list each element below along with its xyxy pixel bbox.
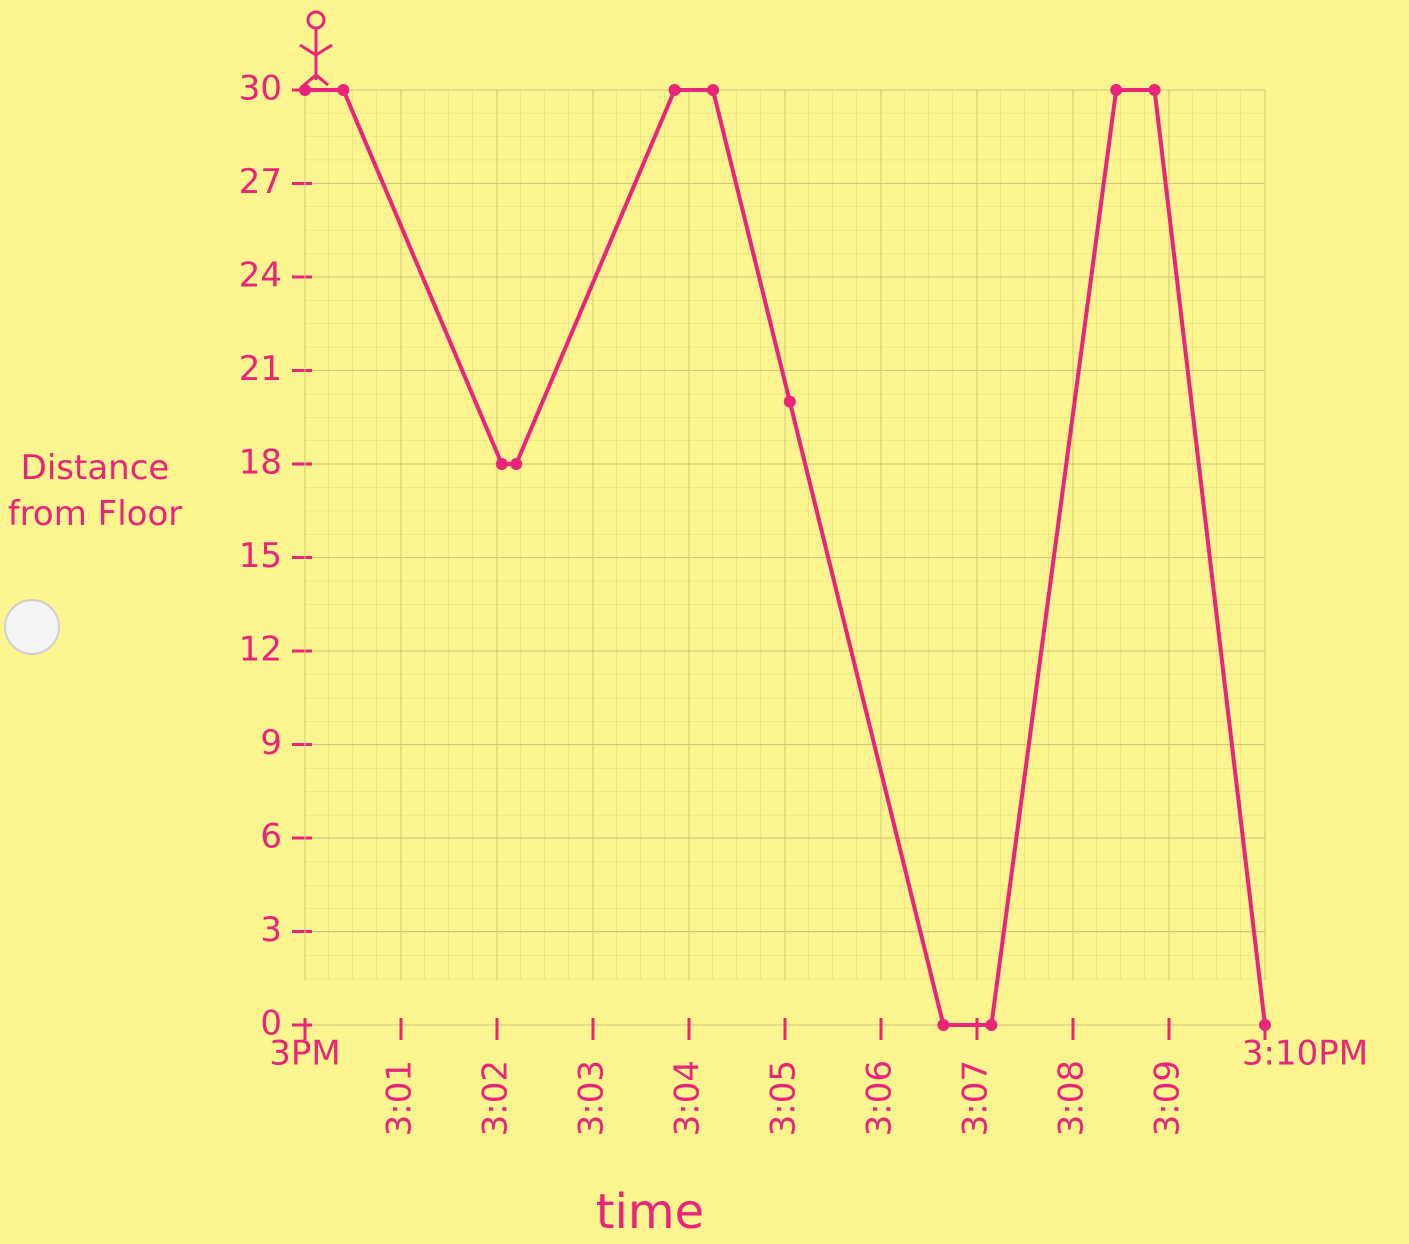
- y-tick-label: 27: [239, 162, 282, 202]
- x-tick-label: 3:01: [380, 1060, 420, 1136]
- x-tick-label: 3:03: [572, 1060, 612, 1136]
- y-tick-label: 3: [260, 910, 282, 950]
- data-point: [783, 395, 796, 408]
- y-tick-label: 18: [239, 443, 282, 483]
- x-tick-label: 3:09: [1148, 1060, 1188, 1136]
- data-point: [337, 84, 350, 96]
- data-point: [1110, 84, 1123, 96]
- data-point: [495, 458, 508, 470]
- x-tick-label: 3:04: [668, 1060, 708, 1136]
- y-label-box: Distance from Floor: [7, 448, 183, 534]
- y-tick-label: 9: [260, 723, 282, 763]
- y-tick-label: 12: [239, 630, 282, 670]
- stick-figure: [299, 10, 333, 87]
- data-point: [299, 84, 311, 96]
- hole-punch: [4, 599, 60, 655]
- y-tick-label: 15: [239, 536, 282, 576]
- y-tick-label: 30: [239, 69, 282, 109]
- data-point: [937, 1019, 950, 1031]
- x-tick-label: 3:08: [1052, 1060, 1092, 1136]
- x-axis-label: time: [596, 1184, 704, 1240]
- data-point: [510, 458, 523, 470]
- x-tick-label: 3:05: [764, 1060, 804, 1136]
- y-tick-label: 6: [260, 817, 282, 857]
- x-tick-label: 3:10PM: [1242, 1034, 1368, 1074]
- data-point: [1148, 84, 1161, 96]
- y-axis-label: Distance from Floor: [7, 448, 183, 534]
- x-tick-label: 3:07: [956, 1060, 996, 1136]
- data-point: [985, 1019, 998, 1031]
- x-tick-label: 3:02: [476, 1060, 516, 1136]
- data-line: [305, 88, 1267, 1027]
- data-point: [668, 84, 681, 96]
- y-tick-label: 24: [239, 256, 282, 296]
- data-point: [707, 84, 719, 96]
- x-tick-label: 3:06: [860, 1060, 900, 1136]
- x-tick-label: 3PM: [269, 1034, 340, 1074]
- y-tick-label: 0: [260, 1004, 282, 1044]
- data-point: [1259, 1019, 1271, 1031]
- y-tick-label: 21: [239, 349, 282, 389]
